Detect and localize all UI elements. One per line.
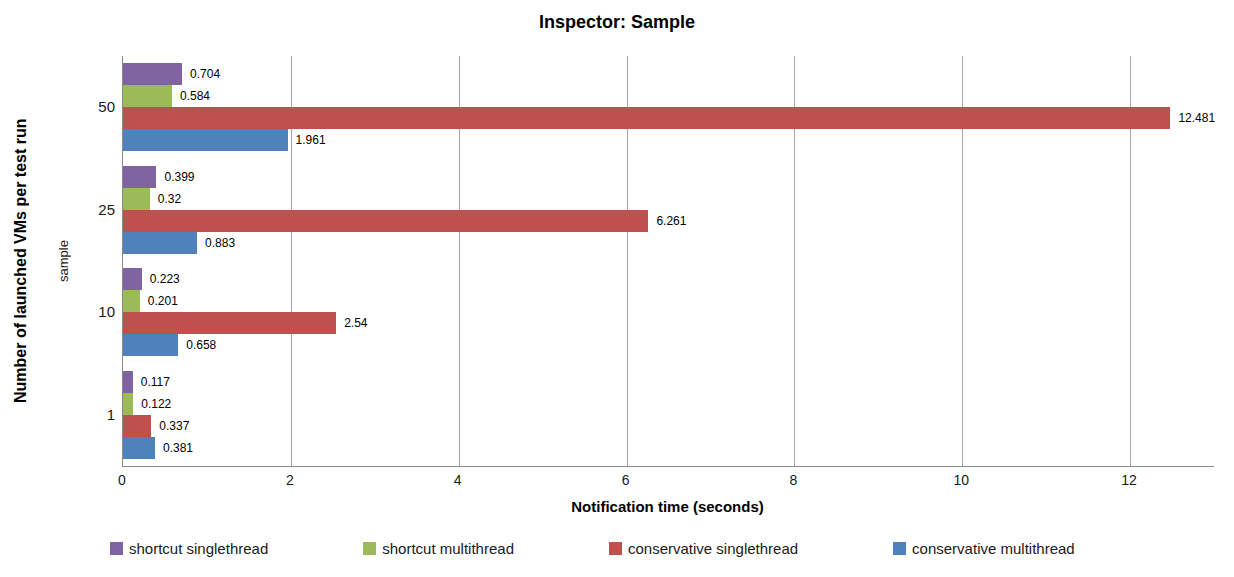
bar-shortcut-singlethread-cat-10 xyxy=(123,268,142,290)
legend-swatch-icon xyxy=(363,542,376,555)
bar-conservative-singlethread-cat-25 xyxy=(123,210,648,232)
x-tick-label: 6 xyxy=(622,472,630,488)
y-axis-subtitle: sample xyxy=(56,56,71,466)
y-tick-label: 50 xyxy=(77,98,115,115)
legend-label: shortcut singlethread xyxy=(129,540,268,557)
bar-value-label: 0.32 xyxy=(158,192,181,206)
plot-area: 0.7040.58412.4811.961500.3990.326.2610.8… xyxy=(122,56,1214,467)
bar-value-label: 6.261 xyxy=(656,214,686,228)
bar-shortcut-multithread-cat-50 xyxy=(123,85,172,107)
bar-conservative-multithread-cat-10 xyxy=(123,334,178,356)
bar-conservative-multithread-cat-50 xyxy=(123,129,288,151)
bar-value-label: 0.704 xyxy=(190,67,220,81)
bar-value-label: 0.223 xyxy=(150,272,180,286)
bar-value-label: 0.399 xyxy=(164,170,194,184)
bar-conservative-singlethread-cat-1 xyxy=(123,415,151,437)
legend-label: conservative multithread xyxy=(912,540,1075,557)
bar-shortcut-multithread-cat-1 xyxy=(123,393,133,415)
legend-swatch-icon xyxy=(609,542,622,555)
x-axis-title: Notification time (seconds) xyxy=(122,498,1213,515)
bar-conservative-multithread-cat-1 xyxy=(123,437,155,459)
legend: shortcut singlethread shortcut multithrea… xyxy=(110,540,1075,557)
legend-item-conservative-multithread: conservative multithread xyxy=(893,540,1075,557)
legend-swatch-icon xyxy=(110,542,123,555)
bar-conservative-singlethread-cat-50 xyxy=(123,107,1170,129)
chart: Inspector: Sample Number of launched VMs… xyxy=(0,0,1234,577)
bar-shortcut-singlethread-cat-25 xyxy=(123,166,156,188)
bar-value-label: 0.117 xyxy=(141,375,170,389)
legend-label: shortcut multithread xyxy=(382,540,514,557)
bar-shortcut-singlethread-cat-50 xyxy=(123,63,182,85)
bar-value-label: 0.337 xyxy=(159,419,189,433)
x-tick-label: 12 xyxy=(1121,472,1137,488)
legend-item-shortcut-singlethread: shortcut singlethread xyxy=(110,540,268,557)
legend-item-conservative-singlethread: conservative singlethread xyxy=(609,540,798,557)
x-ticks: 0 2 4 6 8 10 12 xyxy=(0,472,1234,492)
bar-value-label: 0.122 xyxy=(141,397,171,411)
bar-value-label: 0.381 xyxy=(163,441,193,455)
bar-shortcut-multithread-cat-25 xyxy=(123,188,150,210)
bar-value-label: 2.54 xyxy=(344,316,367,330)
y-axis-title: Number of launched VMs per test run xyxy=(12,56,30,466)
x-tick-label: 2 xyxy=(286,472,294,488)
legend-label: conservative singlethread xyxy=(628,540,798,557)
y-tick-label: 25 xyxy=(77,200,115,217)
bar-value-label: 0.883 xyxy=(205,236,235,250)
bar-value-label: 1.961 xyxy=(296,133,326,147)
y-tick-label: 10 xyxy=(77,303,115,320)
x-tick-label: 8 xyxy=(789,472,797,488)
bar-value-label: 12.481 xyxy=(1178,111,1215,125)
bar-shortcut-singlethread-cat-1 xyxy=(123,371,133,393)
bar-value-label: 0.201 xyxy=(148,294,178,308)
legend-swatch-icon xyxy=(893,542,906,555)
x-tick-label: 0 xyxy=(118,472,126,488)
bar-conservative-singlethread-cat-10 xyxy=(123,312,336,334)
legend-item-shortcut-multithread: shortcut multithread xyxy=(363,540,514,557)
x-tick-label: 4 xyxy=(454,472,462,488)
bar-value-label: 0.584 xyxy=(180,89,210,103)
y-tick-label: 1 xyxy=(77,405,115,422)
bar-value-label: 0.658 xyxy=(186,338,216,352)
x-tick-label: 10 xyxy=(953,472,969,488)
chart-title: Inspector: Sample xyxy=(0,12,1234,33)
bar-shortcut-multithread-cat-10 xyxy=(123,290,140,312)
bar-conservative-multithread-cat-25 xyxy=(123,232,197,254)
